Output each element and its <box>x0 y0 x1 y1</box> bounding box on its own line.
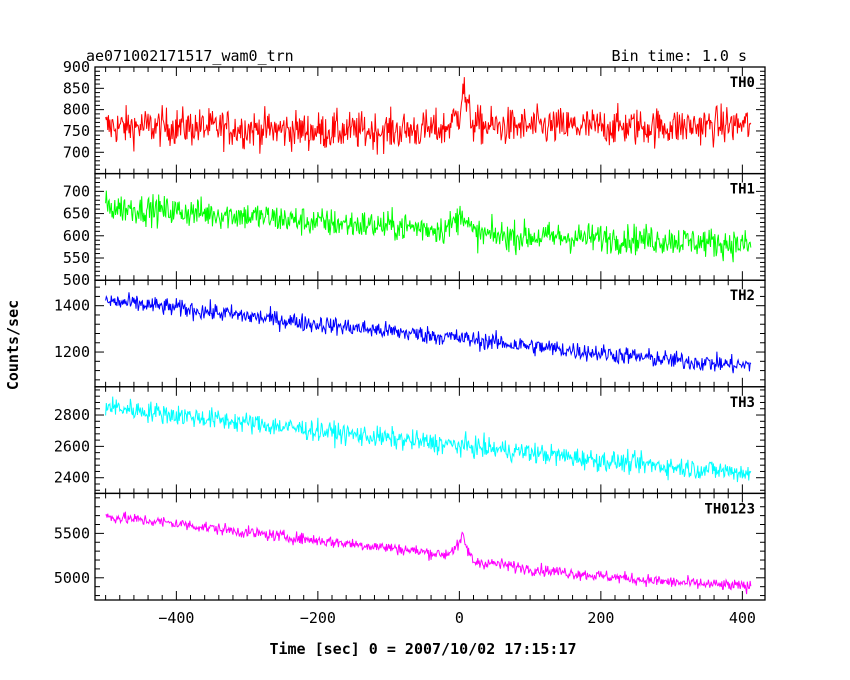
panel-label-th1: TH1 <box>730 182 755 198</box>
y-tick-label: 700 <box>63 143 90 161</box>
series-line-th0123 <box>105 511 752 595</box>
y-tick-label: 2800 <box>54 406 90 424</box>
bin-time-label: Bin time: 1.0 s <box>612 47 747 65</box>
x-tick-label: 200 <box>587 609 614 627</box>
x-tick-label: −400 <box>158 609 194 627</box>
panel-label-th3: TH3 <box>730 395 755 411</box>
y-axis-title: Counts/sec <box>4 300 22 390</box>
y-tick-label: 650 <box>63 205 90 223</box>
y-tick-label: 600 <box>63 227 90 245</box>
series-line-th2 <box>105 292 752 374</box>
chart-title: ae071002171517_wam0_trn <box>86 47 294 65</box>
y-tick-label: 1400 <box>54 297 90 315</box>
series-line-th3 <box>105 396 752 483</box>
y-tick-label: 700 <box>63 182 90 200</box>
y-tick-label: 2400 <box>54 469 90 487</box>
y-tick-label: 850 <box>63 79 90 97</box>
series-line-th1 <box>105 190 752 263</box>
y-tick-label: 750 <box>63 122 90 140</box>
y-tick-label: 5000 <box>54 569 90 587</box>
y-tick-label: 550 <box>63 249 90 267</box>
series-line-th0 <box>105 77 752 155</box>
y-tick-label: 5500 <box>54 524 90 542</box>
x-tick-label: −200 <box>300 609 336 627</box>
x-tick-label: 400 <box>729 609 756 627</box>
y-tick-label: 800 <box>63 101 90 119</box>
y-tick-label: 1200 <box>54 343 90 361</box>
panel-label-th0123: TH0123 <box>704 501 755 517</box>
panel-label-th0: TH0 <box>730 75 755 91</box>
panel-frame-th2 <box>94 279 766 388</box>
y-tick-label: 500 <box>63 271 90 289</box>
panel-frame-th1 <box>94 172 766 281</box>
x-axis-title: Time [sec] 0 = 2007/10/02 17:15:17 <box>269 640 576 658</box>
y-tick-label: 900 <box>63 58 90 76</box>
panels-group: 700 750 800 850 900 TH0 500 550 600 650 700 TH1 1200… <box>54 58 766 627</box>
panel-label-th2: TH2 <box>730 288 755 304</box>
panel-frame-th0123 <box>94 492 766 601</box>
y-tick-label: 2600 <box>54 437 90 455</box>
x-tick-label: 0 <box>455 609 464 627</box>
